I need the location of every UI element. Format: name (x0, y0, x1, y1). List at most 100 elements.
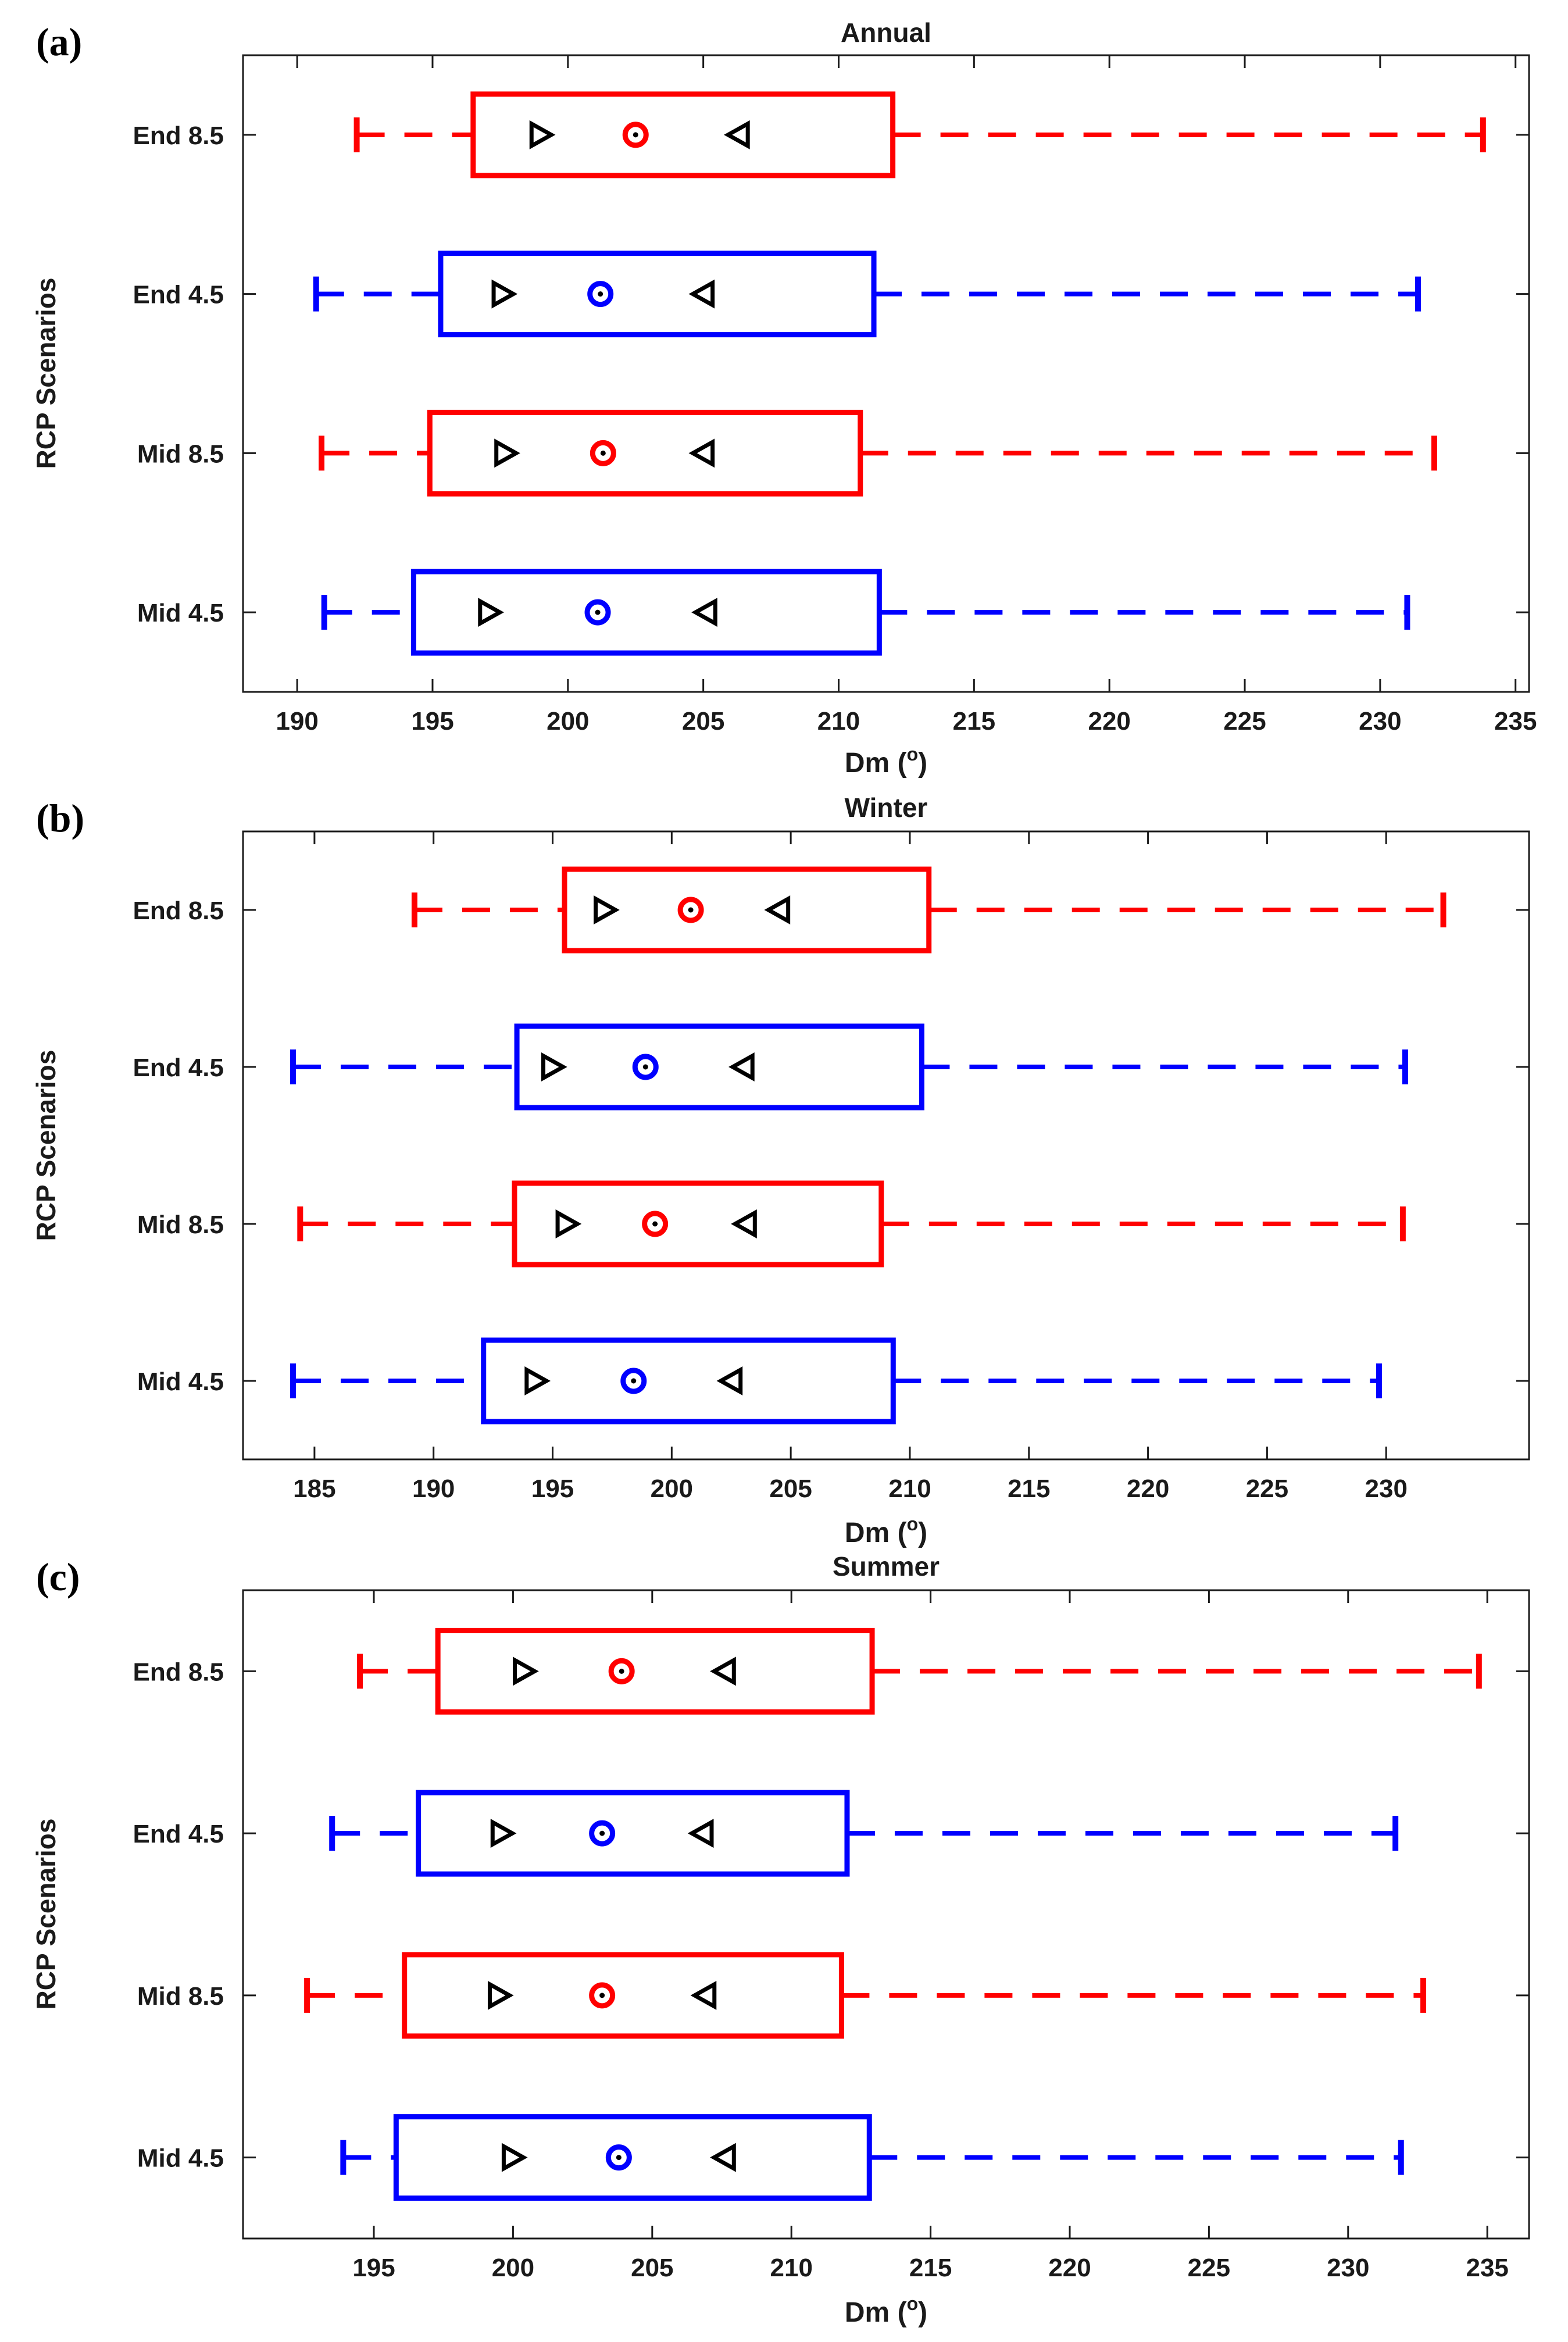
upper-marker-triangle (688, 279, 715, 309)
upper-marker-triangle (764, 895, 791, 924)
x-tick-label: 225 (1188, 2254, 1230, 2282)
y-tick-label: Mid 8.5 (137, 440, 224, 468)
iqr-box (438, 251, 877, 338)
box-end-85: End 8.5 (133, 91, 1529, 178)
upper-marker-triangle (716, 1366, 743, 1395)
x-axis-label: Dm (o) (845, 744, 927, 779)
y-axis-label: RCP Scenarios (31, 1819, 61, 2010)
box-mid-45: Mid 4.5 (137, 569, 1529, 656)
upper-marker-triangle (691, 598, 717, 627)
x-tick-label: 195 (531, 1475, 574, 1503)
iqr-box (416, 1790, 850, 1877)
upper-marker-triangle (687, 1819, 714, 1848)
iqr-box (427, 409, 863, 497)
box-end-85: End 8.5 (133, 1627, 1529, 1715)
y-tick-label: Mid 8.5 (137, 1211, 224, 1239)
x-tick-label: 210 (888, 1475, 931, 1503)
x-tick-label: 215 (1008, 1475, 1050, 1503)
plot-area (242, 830, 1530, 1461)
median-dot (598, 291, 603, 297)
iqr-box (435, 1627, 875, 1715)
lower-marker-triangle (501, 2143, 528, 2172)
upper-marker-triangle (710, 2143, 736, 2172)
chart-title: Annual (841, 17, 931, 48)
box-mid-85: Mid 8.5 (137, 409, 1529, 497)
upper-marker-triangle (690, 1980, 717, 2010)
box-mid-85: Mid 8.5 (137, 1952, 1529, 2039)
chart-title: Summer (833, 1551, 940, 1581)
lower-marker-triangle (541, 1052, 567, 1081)
y-tick-label: End 4.5 (133, 281, 224, 309)
x-tick-label: 230 (1359, 707, 1401, 736)
chart-panel-2: (b) Winter 185 190 195 200 205 210 215 220 225 230 D… (31, 792, 1530, 1548)
upper-marker-triangle (728, 1052, 755, 1081)
y-tick-label: End 8.5 (133, 897, 224, 925)
lower-marker-triangle (490, 1819, 517, 1848)
y-tick-label: End 8.5 (133, 1658, 224, 1686)
median-dot (652, 1221, 658, 1227)
iqr-box (562, 866, 932, 954)
iqr-box (402, 1952, 844, 2039)
median-dot (688, 907, 694, 913)
lower-marker-triangle (494, 438, 520, 468)
plot-area (242, 1589, 1530, 2240)
lower-marker-triangle (555, 1209, 582, 1238)
y-axis-label: RCP Scenarios (31, 1050, 61, 1241)
x-tick-label: 215 (909, 2254, 952, 2282)
iqr-box (410, 569, 882, 656)
y-tick-label: End 4.5 (133, 1054, 224, 1082)
upper-marker-triangle (731, 1209, 757, 1238)
x-tick-label: 225 (1246, 1475, 1288, 1503)
panel-label: (c) (36, 1555, 80, 1599)
plot-area (242, 54, 1530, 693)
x-tick-label: 200 (492, 2254, 534, 2282)
upper-marker-triangle (724, 120, 750, 149)
lower-marker-triangle (478, 598, 504, 627)
x-tick-label: 205 (769, 1475, 812, 1503)
median-dot (599, 1830, 605, 1836)
lower-marker-triangle (594, 895, 620, 924)
panel-label: (b) (36, 796, 84, 840)
x-tick-label: 195 (411, 707, 453, 736)
x-tick-label: 190 (412, 1475, 455, 1503)
x-tick-label: 230 (1327, 2254, 1369, 2282)
iqr-box (514, 1023, 924, 1111)
lower-marker-triangle (487, 1980, 514, 2010)
y-tick-label: Mid 8.5 (137, 1982, 224, 2011)
median-dot (600, 450, 606, 456)
x-tick-label: 225 (1223, 707, 1266, 736)
x-tick-label: 190 (276, 707, 318, 736)
iqr-box (481, 1337, 896, 1425)
x-tick-label: 220 (1048, 2254, 1091, 2282)
y-axis-label: RCP Scenarios (31, 278, 61, 469)
panel-label: (a) (36, 20, 82, 64)
chart-title: Winter (845, 792, 928, 823)
chart-panel-1: (a) Annual 190 195 200 205 210 215 220 225 230 235 D… (31, 17, 1537, 779)
box-mid-45: Mid 4.5 (137, 1337, 1529, 1425)
x-tick-label: 185 (293, 1475, 335, 1503)
x-tick-label: 210 (770, 2254, 813, 2282)
x-tick-label: 200 (651, 1475, 693, 1503)
y-tick-label: Mid 4.5 (137, 1368, 224, 1396)
upper-marker-triangle (688, 438, 715, 468)
median-dot (619, 1668, 624, 1674)
box-end-45: End 4.5 (133, 251, 1529, 338)
lower-marker-triangle (513, 1656, 539, 1686)
x-tick-label: 200 (547, 707, 589, 736)
median-dot (633, 132, 638, 138)
x-axis-label: Dm (o) (845, 1513, 927, 1548)
x-tick-label: 230 (1365, 1475, 1408, 1503)
median-dot (595, 609, 601, 615)
lower-marker-triangle (491, 279, 518, 309)
chart-panel-3: (c) Summer 195 200 205 210 215 220 225 230 235 Dm (… (31, 1551, 1530, 2328)
median-dot (599, 1993, 605, 1998)
y-tick-label: Mid 4.5 (137, 599, 224, 627)
x-tick-label: 195 (352, 2254, 395, 2282)
y-tick-label: End 8.5 (133, 122, 224, 150)
median-dot (631, 1378, 637, 1384)
x-tick-label: 210 (817, 707, 860, 736)
box-end-85: End 8.5 (133, 866, 1529, 954)
iqr-box (512, 1180, 884, 1268)
x-tick-label: 205 (631, 2254, 673, 2282)
